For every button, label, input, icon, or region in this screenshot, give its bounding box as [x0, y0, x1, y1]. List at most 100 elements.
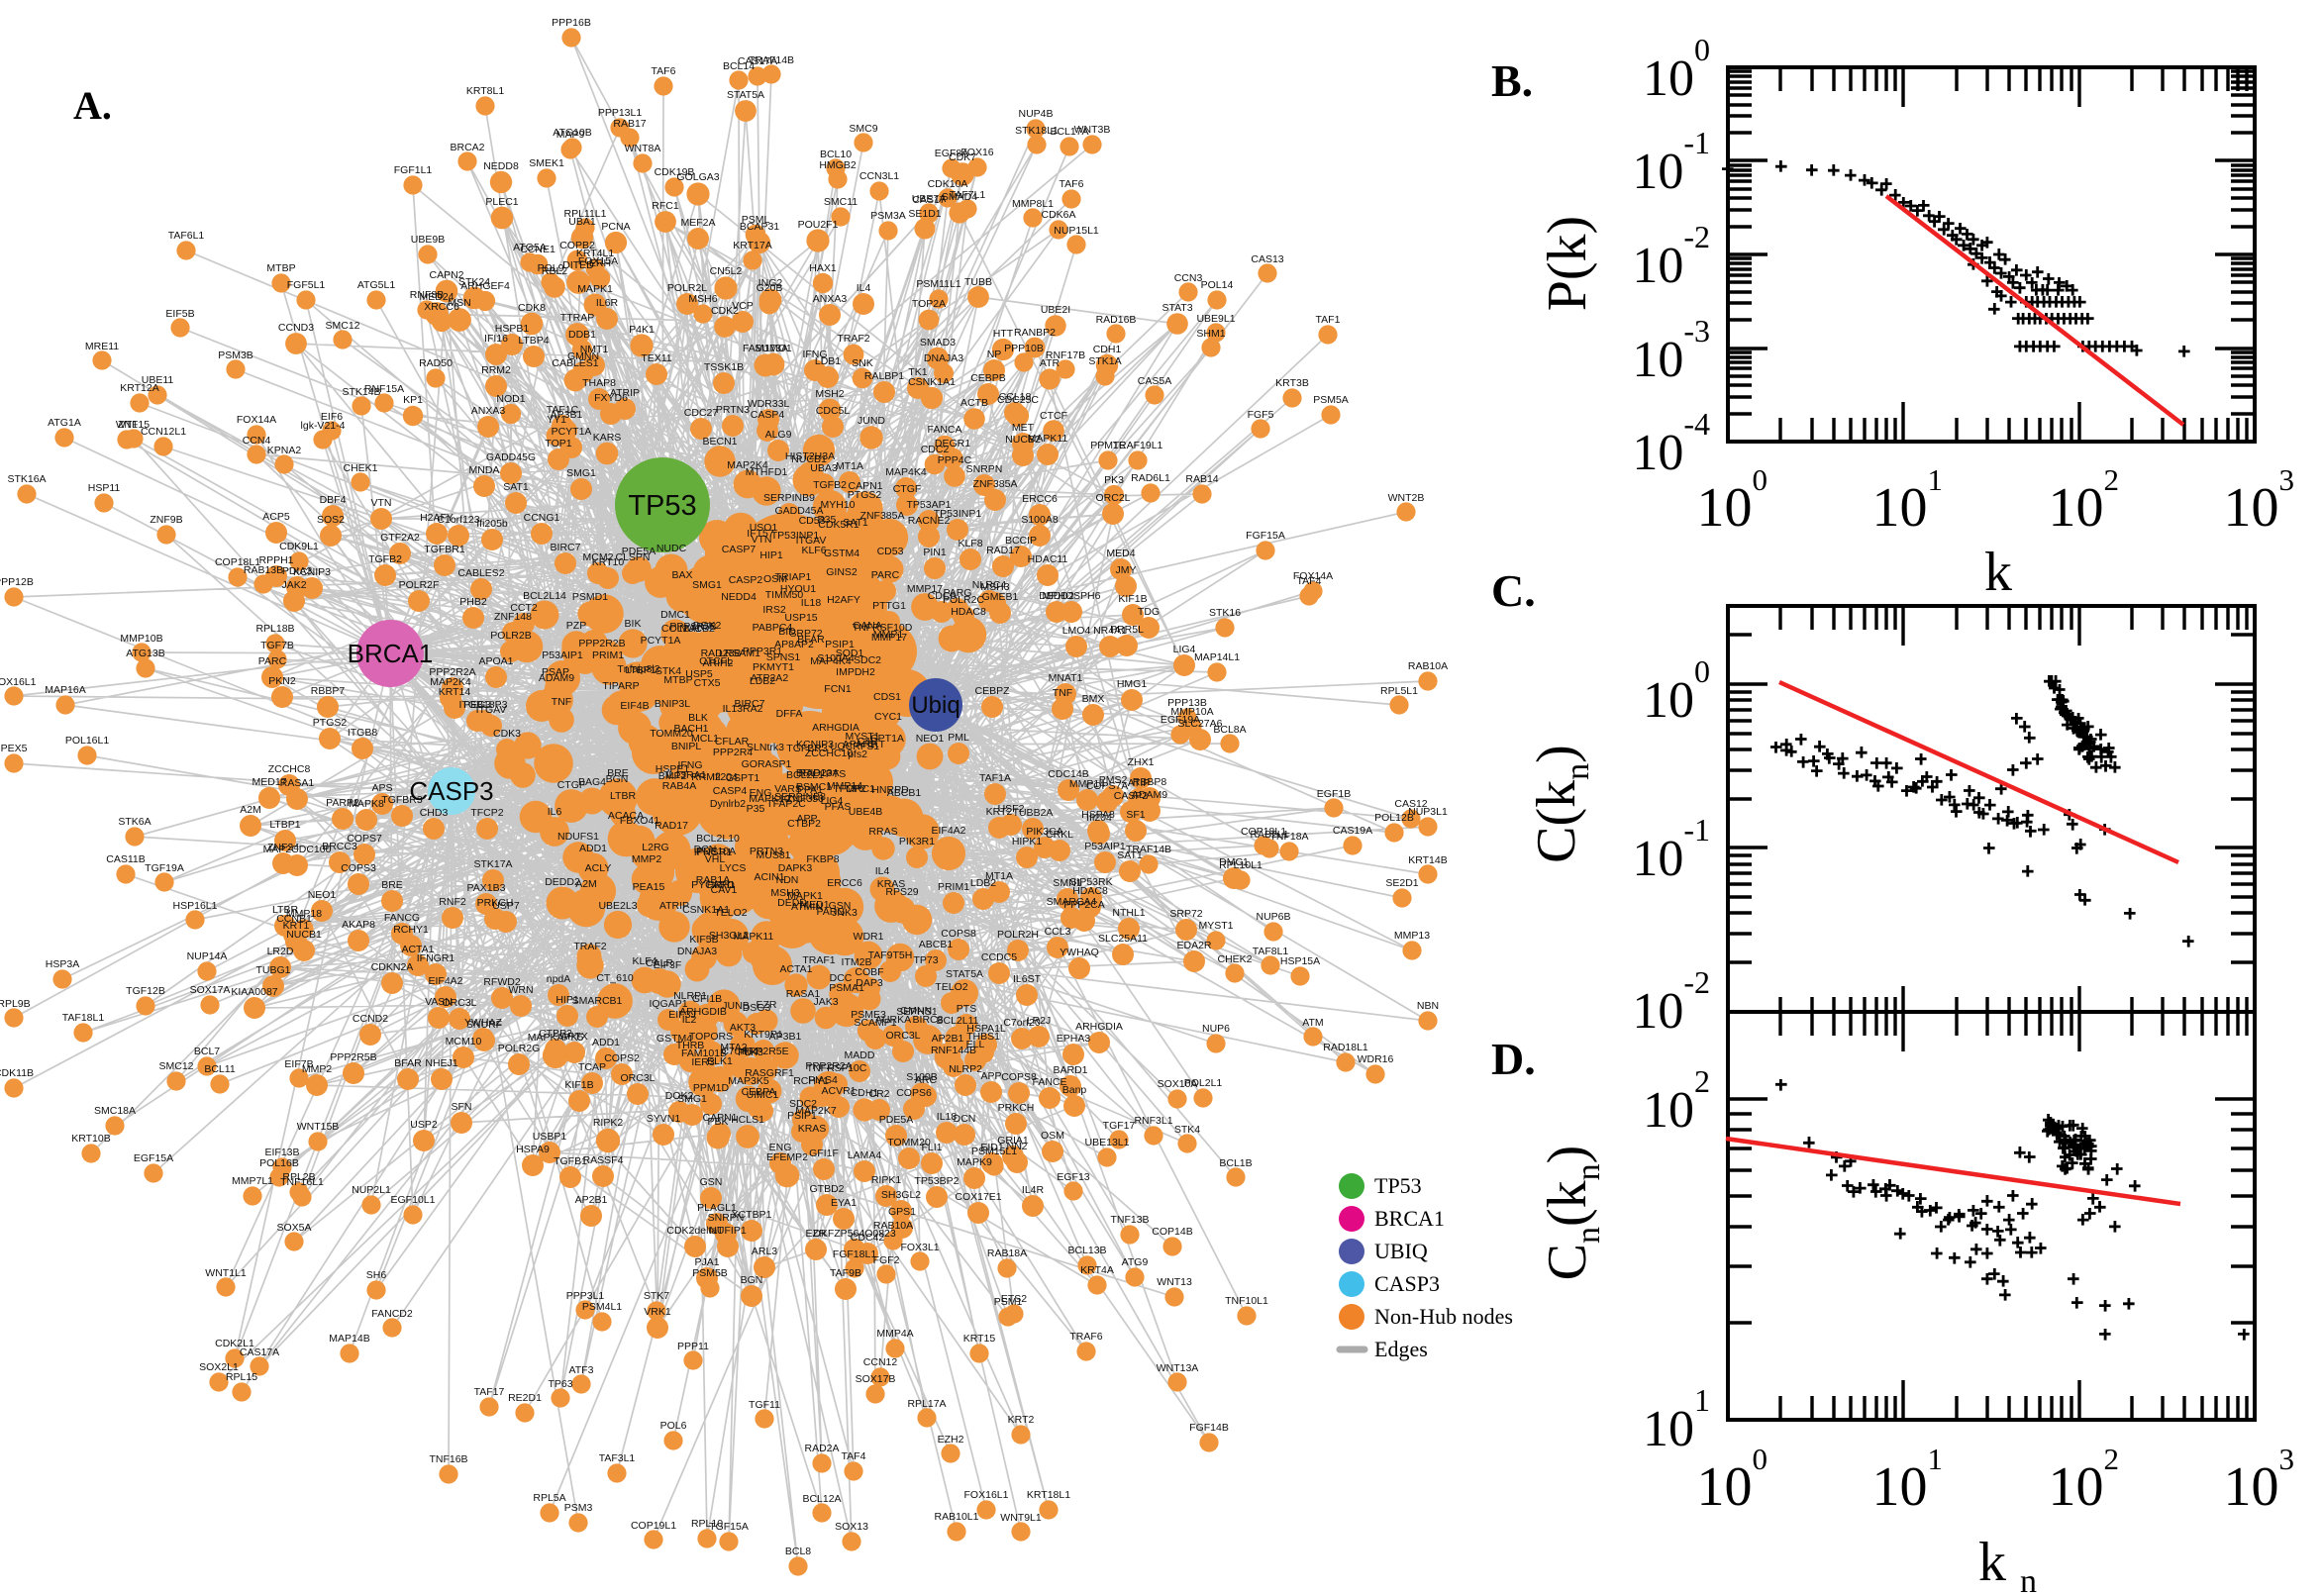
svg-text:UBE4B: UBE4B: [849, 806, 882, 818]
svg-text:BRCC3: BRCC3: [322, 841, 357, 852]
svg-text:XCTBP1: XCTBP1: [732, 1209, 772, 1221]
svg-text:FOX16L1: FOX16L1: [964, 1489, 1009, 1501]
svg-text:EPHA3: EPHA3: [1057, 1033, 1091, 1045]
svg-text:TNF: TNF: [552, 696, 571, 708]
svg-text:POLR2L: POLR2L: [667, 282, 707, 294]
svg-text:CCNE1: CCNE1: [520, 244, 556, 255]
svg-text:ATM: ATM: [1302, 1017, 1323, 1029]
svg-text:KARS: KARS: [593, 432, 622, 444]
svg-text:ARHGEF4: ARHGEF4: [460, 280, 510, 292]
svg-text:GINS2: GINS2: [826, 566, 858, 578]
svg-text:FGF18L1: FGF18L1: [833, 1248, 877, 1260]
svg-text:PIK3R1: PIK3R1: [899, 836, 935, 848]
svg-text:CASP4: CASP4: [751, 409, 785, 421]
svg-text:CDK10A: CDK10A: [928, 178, 968, 190]
svg-text:IL6ST: IL6ST: [1013, 973, 1042, 985]
svg-text:PPP2R4: PPP2R4: [713, 747, 753, 758]
svg-text:MRC1: MRC1: [846, 783, 875, 795]
svg-text:PPP16B: PPP16B: [552, 17, 591, 29]
svg-text:TEX11: TEX11: [641, 352, 671, 364]
svg-text:RASA1: RASA1: [280, 777, 315, 789]
svg-text:PARP2: PARP2: [326, 797, 359, 809]
svg-text:MCL1: MCL1: [691, 733, 719, 745]
svg-text:TNF18A: TNF18A: [1269, 831, 1308, 843]
svg-text:CCND2: CCND2: [353, 1013, 388, 1025]
svg-text:TNFRSF10C: TNFRSF10C: [807, 1062, 867, 1074]
svg-text:COP18L1: COP18L1: [215, 556, 260, 568]
svg-text:IQGAP1: IQGAP1: [649, 998, 687, 1010]
svg-text:PCYT1A: PCYT1A: [641, 635, 681, 647]
svg-text:DMC1: DMC1: [660, 609, 690, 621]
svg-text:ITGAV: ITGAV: [476, 704, 507, 716]
svg-text:MNAT1: MNAT1: [1049, 672, 1083, 684]
svg-text:FANCG: FANCG: [384, 912, 420, 924]
svg-text:TSSK1B: TSSK1B: [704, 361, 744, 373]
svg-text:NLRC4: NLRC4: [972, 579, 1007, 591]
svg-text:ZNF148: ZNF148: [494, 611, 532, 623]
svg-text:CTX5: CTX5: [694, 677, 721, 689]
svg-text:ATG13B: ATG13B: [126, 648, 165, 659]
svg-text:BRCA2: BRCA2: [450, 142, 484, 153]
svg-text:TOPORS: TOPORS: [689, 1031, 733, 1043]
svg-text:TP53INP1: TP53INP1: [771, 530, 820, 542]
svg-text:TGFBR3: TGFBR3: [786, 743, 828, 754]
svg-text:VTN: VTN: [752, 534, 772, 546]
svg-text:ATG1A: ATG1A: [48, 417, 81, 429]
svg-text:RAD50: RAD50: [419, 357, 453, 369]
svg-text:RPPH1: RPPH1: [258, 554, 293, 566]
svg-text:KIF1B: KIF1B: [1118, 593, 1147, 605]
svg-text:MYH10: MYH10: [820, 499, 855, 511]
svg-text:CASP3: CASP3: [1374, 1271, 1440, 1296]
svg-text:AURKA: AURKA: [875, 1014, 911, 1026]
svg-text:CEBPA: CEBPA: [742, 1086, 776, 1098]
svg-text:MMP13: MMP13: [1394, 930, 1430, 942]
svg-text:PRR5L: PRR5L: [1110, 624, 1144, 636]
svg-text:HTT: HTT: [993, 328, 1014, 340]
svg-text:BCL2L10: BCL2L10: [696, 833, 740, 845]
svg-text:RAD23A: RAD23A: [799, 767, 840, 779]
svg-text:GMEB1: GMEB1: [982, 591, 1019, 603]
svg-text:TTRAP: TTRAP: [560, 312, 594, 324]
svg-text:JAK3: JAK3: [813, 996, 838, 1008]
svg-text:GTF2A2: GTF2A2: [380, 532, 420, 544]
svg-text:C(kn): C(kn): [1526, 745, 1596, 863]
svg-text:NN2: NN2: [1006, 1141, 1027, 1152]
svg-text:MED17: MED17: [252, 776, 286, 788]
svg-text:SMAD4: SMAD4: [942, 191, 977, 203]
svg-text:MAP2K7: MAP2K7: [795, 1105, 837, 1117]
svg-text:VASN: VASN: [425, 996, 453, 1008]
svg-text:npdA: npdA: [547, 973, 571, 985]
svg-text:KRT18L1: KRT18L1: [1027, 1489, 1070, 1501]
svg-text:CTBP2: CTBP2: [539, 1028, 572, 1040]
svg-text:BCL8: BCL8: [785, 1546, 811, 1557]
svg-text:ETS2: ETS2: [1001, 1293, 1027, 1305]
svg-text:BRE: BRE: [607, 767, 629, 779]
svg-text:PSM11L1: PSM11L1: [916, 278, 960, 290]
svg-text:BAX: BAX: [671, 569, 692, 581]
svg-text:ELK1: ELK1: [707, 1055, 733, 1067]
svg-text:EZR: EZR: [806, 1228, 827, 1240]
svg-text:BARD1: BARD1: [1053, 1064, 1087, 1076]
svg-text:BCL12A: BCL12A: [802, 1493, 841, 1505]
svg-text:MMP10B: MMP10B: [120, 633, 162, 645]
svg-text:HSP3A: HSP3A: [46, 958, 79, 970]
svg-text:OSM: OSM: [763, 573, 787, 585]
svg-text:PSM15L1: PSM15L1: [971, 1146, 1017, 1157]
svg-text:NEDD4: NEDD4: [721, 591, 757, 603]
svg-text:WDR16: WDR16: [1358, 1053, 1394, 1065]
svg-text:CCDC5: CCDC5: [981, 951, 1017, 963]
svg-text:AP2B1: AP2B1: [932, 1033, 964, 1045]
svg-text:CDC14B: CDC14B: [1048, 768, 1088, 780]
svg-text:PSMD1: PSMD1: [572, 591, 608, 603]
svg-text:TNF13B: TNF13B: [1110, 1214, 1149, 1226]
svg-text:RPL9B: RPL9B: [0, 998, 31, 1010]
svg-text:IMPDH2: IMPDH2: [836, 666, 875, 678]
svg-text:PSM3: PSM3: [564, 1502, 593, 1514]
svg-text:CSNK1A1: CSNK1A1: [682, 904, 730, 916]
svg-text:HSP15A: HSP15A: [1280, 955, 1320, 967]
svg-text:JUND: JUND: [858, 415, 885, 427]
svg-text:BFAR: BFAR: [797, 634, 825, 646]
svg-text:WDR1: WDR1: [854, 931, 884, 943]
svg-text:SH6: SH6: [366, 1269, 387, 1281]
svg-text:ADD1: ADD1: [579, 843, 607, 854]
